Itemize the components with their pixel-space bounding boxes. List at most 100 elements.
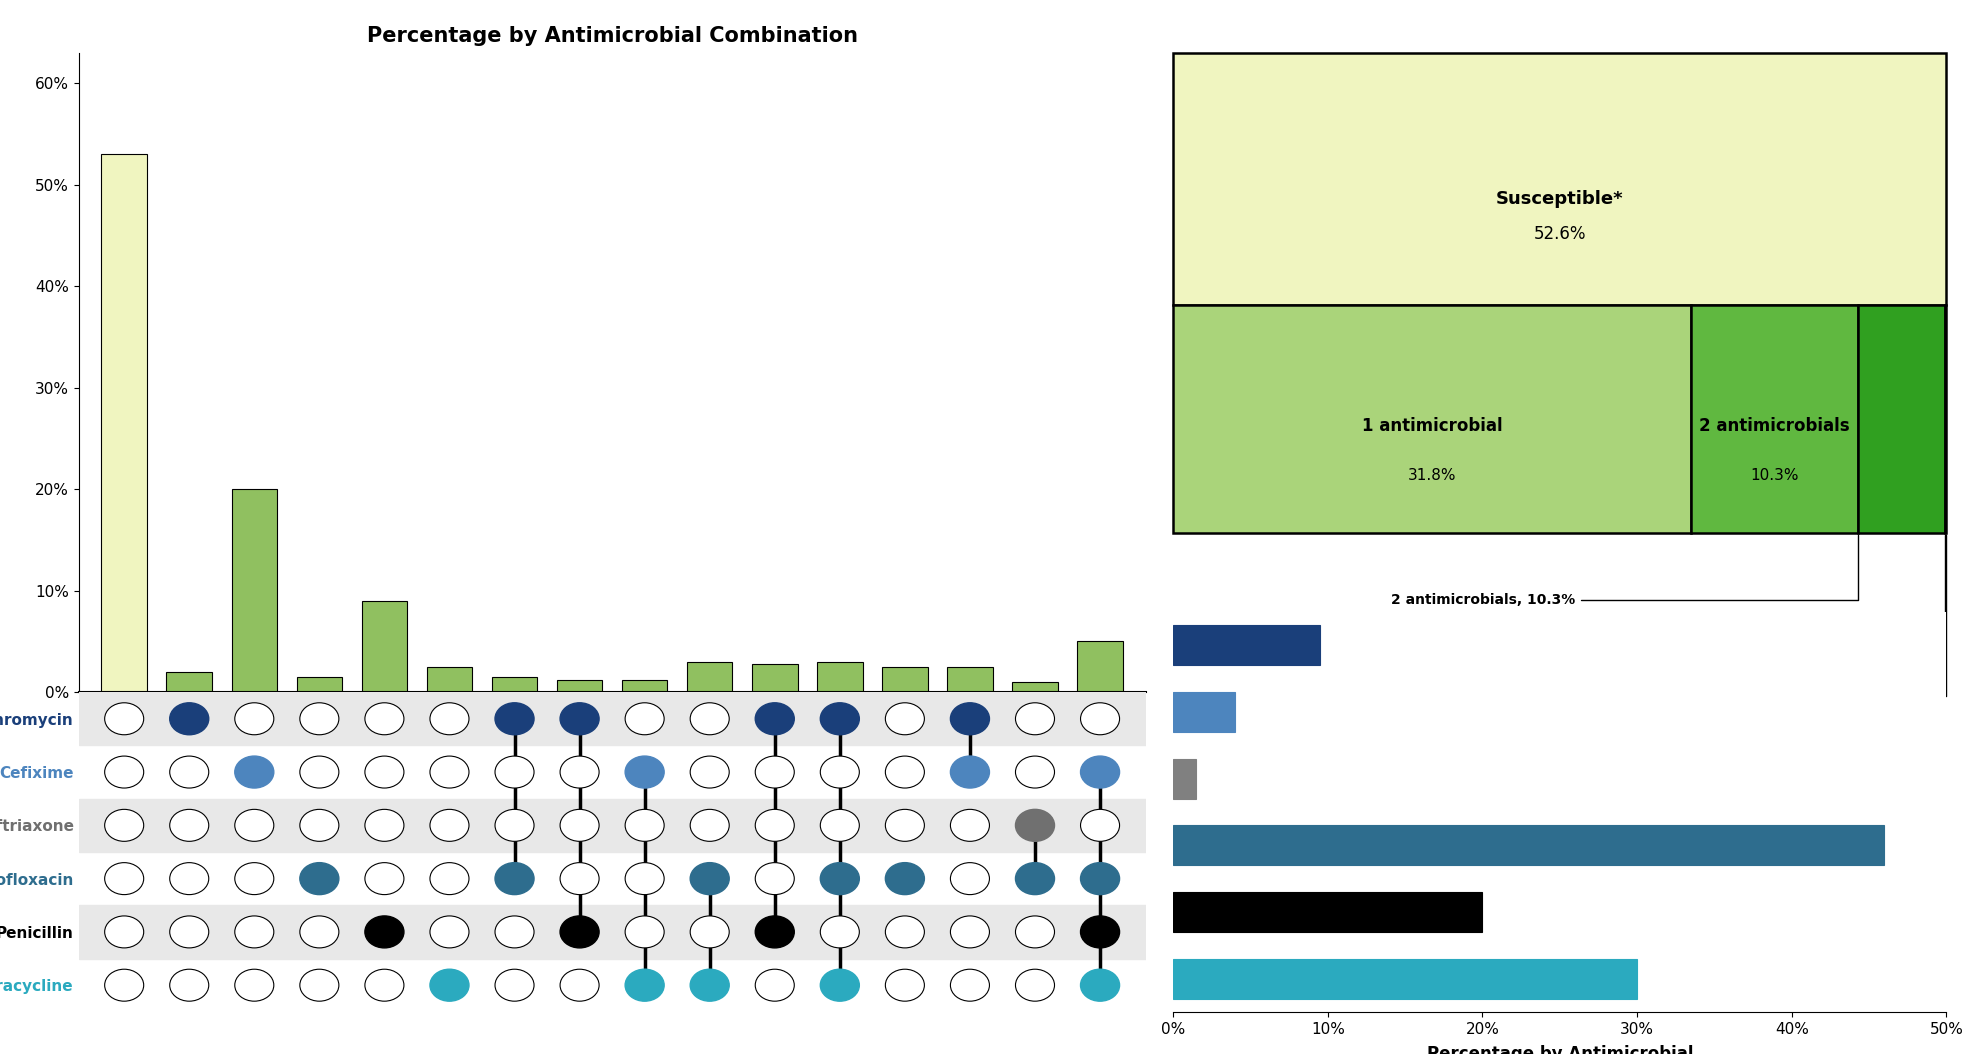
Circle shape <box>950 970 989 1001</box>
Circle shape <box>560 862 600 895</box>
Circle shape <box>690 862 729 895</box>
Bar <box>1174 759 1197 799</box>
Circle shape <box>104 756 144 788</box>
Circle shape <box>495 970 535 1001</box>
Text: Susceptible*: Susceptible* <box>1496 190 1624 208</box>
Text: 2 antimicrobials, 10.3%: 2 antimicrobials, 10.3% <box>1392 535 1858 607</box>
Circle shape <box>104 862 144 895</box>
Bar <box>1858 305 1944 532</box>
Circle shape <box>301 970 338 1001</box>
Bar <box>427 667 472 692</box>
Bar <box>102 154 147 692</box>
Bar <box>79 799 1146 852</box>
Circle shape <box>431 916 470 948</box>
Circle shape <box>885 970 924 1001</box>
Circle shape <box>560 809 600 841</box>
Text: 2 antimicrobials: 2 antimicrobials <box>1699 416 1850 434</box>
Circle shape <box>625 703 665 735</box>
Circle shape <box>1016 862 1054 895</box>
Text: 52.6%: 52.6% <box>1533 226 1587 243</box>
Bar <box>686 662 733 692</box>
Circle shape <box>1081 809 1119 841</box>
Circle shape <box>950 756 989 788</box>
Circle shape <box>366 756 403 788</box>
Circle shape <box>234 756 273 788</box>
Circle shape <box>820 862 859 895</box>
Circle shape <box>431 703 470 735</box>
Circle shape <box>560 916 600 948</box>
Circle shape <box>104 916 144 948</box>
Circle shape <box>690 809 729 841</box>
Circle shape <box>950 809 989 841</box>
Circle shape <box>755 703 794 735</box>
Circle shape <box>560 970 600 1001</box>
Circle shape <box>431 862 470 895</box>
Circle shape <box>301 862 338 895</box>
Circle shape <box>625 809 665 841</box>
Circle shape <box>495 809 535 841</box>
Circle shape <box>820 703 859 735</box>
Text: 4+ antimicrobials, <0.1%: 4+ antimicrobials, <0.1% <box>1378 535 1946 703</box>
Circle shape <box>950 862 989 895</box>
Circle shape <box>234 862 273 895</box>
Bar <box>1174 958 1638 998</box>
Bar <box>1691 305 1858 532</box>
Bar <box>492 677 537 692</box>
Bar <box>948 667 993 692</box>
Circle shape <box>104 809 144 841</box>
Circle shape <box>885 756 924 788</box>
Circle shape <box>755 916 794 948</box>
Circle shape <box>366 916 403 948</box>
Circle shape <box>301 809 338 841</box>
Bar <box>297 677 342 692</box>
Circle shape <box>885 703 924 735</box>
Circle shape <box>1081 756 1119 788</box>
Circle shape <box>690 756 729 788</box>
Circle shape <box>366 862 403 895</box>
Circle shape <box>820 970 859 1001</box>
Circle shape <box>169 756 208 788</box>
Circle shape <box>885 862 924 895</box>
Circle shape <box>169 862 208 895</box>
Circle shape <box>104 703 144 735</box>
Circle shape <box>690 703 729 735</box>
Circle shape <box>755 756 794 788</box>
Circle shape <box>820 916 859 948</box>
Circle shape <box>301 703 338 735</box>
Circle shape <box>1081 970 1119 1001</box>
Circle shape <box>1081 862 1119 895</box>
Circle shape <box>885 916 924 948</box>
Bar <box>232 489 277 692</box>
Bar <box>1174 305 1691 532</box>
Text: 1 antimicrobial: 1 antimicrobial <box>1362 416 1502 434</box>
Circle shape <box>820 756 859 788</box>
X-axis label: Percentage by Antimicrobial
(Alone or in Combination): Percentage by Antimicrobial (Alone or in… <box>1427 1045 1693 1054</box>
Bar <box>1174 892 1482 932</box>
Bar <box>362 601 407 692</box>
Circle shape <box>755 970 794 1001</box>
Circle shape <box>755 862 794 895</box>
Circle shape <box>1081 916 1119 948</box>
Circle shape <box>366 703 403 735</box>
Circle shape <box>1016 970 1054 1001</box>
Bar <box>883 667 928 692</box>
Circle shape <box>625 970 665 1001</box>
Circle shape <box>301 916 338 948</box>
Circle shape <box>625 862 665 895</box>
Bar <box>751 664 798 692</box>
Circle shape <box>625 756 665 788</box>
Bar <box>1174 625 1319 665</box>
Circle shape <box>234 970 273 1001</box>
Circle shape <box>234 703 273 735</box>
Circle shape <box>560 703 600 735</box>
Circle shape <box>169 916 208 948</box>
Bar <box>79 692 1146 745</box>
Circle shape <box>234 809 273 841</box>
Bar <box>79 905 1146 958</box>
Circle shape <box>431 756 470 788</box>
Text: 10.3%: 10.3% <box>1750 468 1799 483</box>
Circle shape <box>104 970 144 1001</box>
Bar <box>1174 53 1946 305</box>
Bar <box>1174 691 1235 731</box>
Circle shape <box>366 970 403 1001</box>
